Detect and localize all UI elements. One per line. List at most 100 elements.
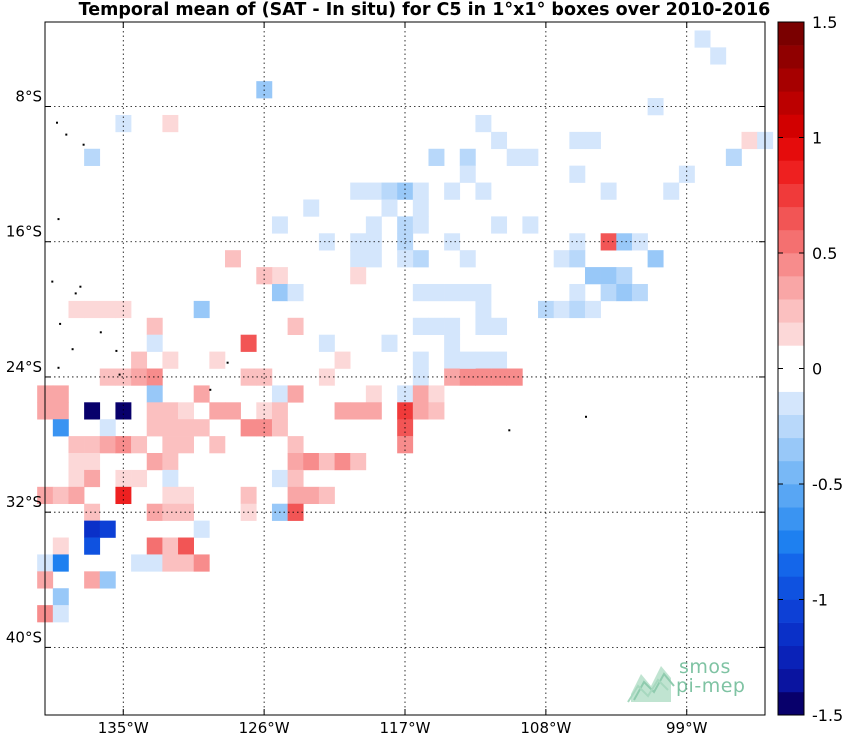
- colorbar-swatch: [778, 229, 804, 254]
- data-cell: [115, 300, 132, 319]
- data-cell: [193, 300, 210, 319]
- data-cell: [287, 436, 304, 454]
- data-cell: [350, 182, 367, 200]
- data-cell: [553, 300, 570, 319]
- data-cell: [68, 453, 85, 471]
- data-cell: [318, 486, 335, 505]
- data-cell: [178, 419, 194, 437]
- y-tick-label: 24°S: [6, 358, 42, 376]
- data-cell: [412, 216, 429, 234]
- data-cell: [256, 368, 273, 386]
- colorbar-tick-label: 1: [812, 129, 822, 148]
- data-cell: [52, 402, 69, 420]
- data-cell: [412, 351, 429, 369]
- data-cell: [99, 368, 116, 386]
- data-cell: [334, 351, 351, 369]
- data-cell: [506, 148, 523, 166]
- island-dot: [56, 121, 58, 124]
- colorbar-tick-label: -1.5: [812, 706, 843, 725]
- data-cell: [412, 283, 429, 302]
- data-cell: [99, 436, 116, 454]
- data-cell: [334, 453, 351, 471]
- island-dot: [59, 322, 62, 325]
- data-cell: [412, 368, 429, 386]
- data-cell: [99, 300, 116, 319]
- data-cell: [193, 419, 210, 437]
- data-cell: [412, 199, 429, 217]
- colorbar-swatch: [778, 668, 804, 693]
- data-cell: [84, 503, 101, 521]
- data-cell: [146, 537, 163, 555]
- island-dot: [57, 366, 60, 369]
- colorbar-swatch: [778, 137, 804, 161]
- data-cell: [209, 351, 226, 369]
- colorbar-swatch: [778, 206, 804, 231]
- data-cell: [569, 283, 586, 302]
- data-cell: [397, 402, 414, 420]
- data-cell: [225, 250, 241, 268]
- gridlines: [45, 22, 765, 715]
- colorbar-swatch: [778, 22, 804, 46]
- data-cell: [303, 453, 320, 471]
- data-cell: [52, 419, 69, 437]
- data-cell: [381, 199, 398, 217]
- map-border: [44, 21, 766, 716]
- data-cell: [538, 300, 554, 319]
- colorbar-swatch: [778, 253, 804, 277]
- data-cell: [162, 419, 179, 437]
- data-cell: [710, 47, 727, 65]
- data-cell: [84, 436, 101, 454]
- island-dot: [118, 373, 121, 376]
- data-cell: [99, 520, 116, 538]
- colorbar-tick-label: 0: [812, 360, 822, 379]
- data-cell: [162, 554, 179, 572]
- y-tick-label: 8°S: [15, 88, 42, 106]
- data-cell: [600, 267, 617, 285]
- data-cell: [444, 351, 461, 369]
- data-cell: [600, 283, 617, 302]
- data-cell: [162, 486, 179, 505]
- data-cell: [569, 250, 586, 268]
- data-cell: [444, 317, 461, 335]
- data-cell: [84, 148, 101, 166]
- data-cell: [444, 334, 461, 352]
- data-cell: [178, 554, 194, 572]
- data-cell: [569, 165, 586, 183]
- data-cell: [115, 469, 132, 488]
- x-tick-label: 99°W: [666, 719, 708, 737]
- data-cell: [131, 469, 148, 488]
- data-cell: [365, 385, 382, 403]
- data-cell: [318, 334, 335, 352]
- data-cell: [115, 368, 132, 386]
- data-cell: [178, 402, 194, 420]
- data-cell: [350, 453, 367, 471]
- data-cell: [52, 385, 69, 403]
- data-cell: [569, 131, 586, 150]
- data-cell: [99, 419, 116, 437]
- island-dot: [79, 285, 82, 288]
- smos-pimep-logo: smos pi-mep: [626, 656, 766, 706]
- colorbar-swatch: [778, 599, 804, 623]
- data-cell: [678, 165, 695, 183]
- data-cell: [663, 182, 680, 200]
- data-cell: [240, 334, 257, 352]
- data-cell: [381, 334, 398, 352]
- data-cell: [428, 283, 445, 302]
- data-cell: [131, 351, 148, 369]
- data-cell: [475, 368, 492, 386]
- island-dot: [71, 348, 74, 351]
- data-cell: [84, 520, 101, 538]
- colorbar-swatch: [778, 322, 804, 346]
- colorbar-swatch: [778, 391, 804, 415]
- colorbar-swatch: [778, 183, 804, 208]
- colorbar-swatch: [778, 91, 804, 115]
- colorbar-swatch: [778, 114, 804, 138]
- island-dot: [115, 349, 118, 352]
- data-cell: [444, 283, 461, 302]
- data-cell: [287, 317, 304, 335]
- data-cell: [256, 402, 273, 420]
- colorbar-tick-label: 0.5: [812, 244, 837, 263]
- data-cell: [397, 182, 414, 200]
- colorbar-swatch: [778, 160, 804, 184]
- x-tick-label: 117°W: [380, 719, 431, 737]
